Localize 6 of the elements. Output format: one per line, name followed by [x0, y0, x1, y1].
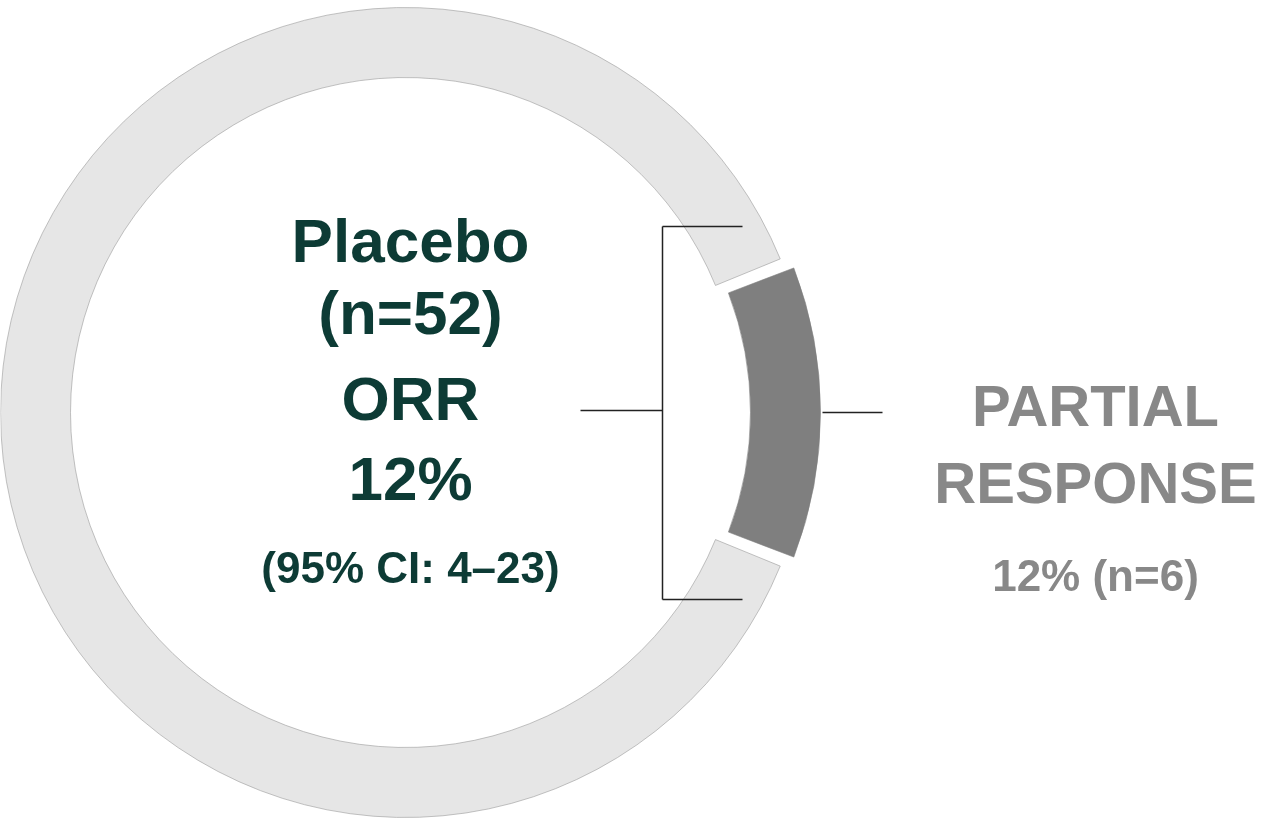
data-label: 12% (n=6) [992, 551, 1199, 600]
slice-label: PARTIAL RESPONSE [934, 373, 1257, 515]
text: 12% [348, 444, 473, 513]
text: (95% CI: 4–23) [261, 543, 560, 592]
text: Placebo (n=52) [291, 206, 530, 347]
text: ORR [341, 364, 480, 433]
